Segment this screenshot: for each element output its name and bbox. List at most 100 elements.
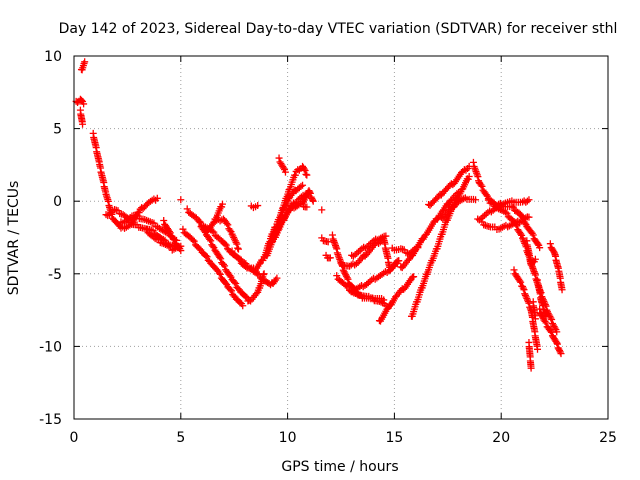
- x-tick-label: 15: [385, 430, 403, 446]
- data-point: [207, 237, 215, 245]
- x-tick-label: 0: [70, 430, 79, 446]
- data-point: [153, 194, 161, 202]
- data-point: [546, 240, 554, 248]
- series-c: [76, 106, 87, 128]
- data-point: [517, 278, 525, 286]
- data-point: [522, 293, 530, 301]
- data-point: [318, 206, 326, 214]
- data-point: [166, 229, 174, 237]
- y-tick-label: 10: [44, 49, 62, 65]
- data-point: [306, 189, 314, 197]
- data-point: [309, 196, 317, 204]
- data-point: [301, 167, 309, 175]
- data-point: [534, 345, 542, 353]
- data-point: [542, 312, 550, 320]
- series-x2: [318, 234, 332, 246]
- data-point: [517, 230, 525, 238]
- data-point: [557, 350, 565, 358]
- data-point: [223, 219, 231, 227]
- data-point: [342, 272, 350, 280]
- data-point: [195, 217, 203, 225]
- series-nn: [484, 196, 533, 209]
- data-point: [509, 203, 517, 211]
- data-point: [228, 230, 236, 238]
- y-tick-label: 5: [53, 122, 62, 138]
- data-point: [287, 205, 295, 213]
- data-point: [221, 262, 229, 270]
- data-point: [525, 299, 533, 307]
- data-point: [523, 294, 531, 302]
- x-tick-label: 10: [279, 430, 297, 446]
- data-point: [548, 316, 556, 324]
- data-point: [279, 209, 287, 217]
- series-i: [177, 196, 185, 204]
- series-tt: [546, 240, 566, 294]
- data-point: [410, 273, 418, 281]
- data-point: [521, 291, 529, 299]
- data-point: [326, 254, 334, 262]
- grid-lines: [74, 56, 608, 419]
- x-axis-label: GPS time / hours: [281, 459, 398, 475]
- data-point: [521, 290, 529, 298]
- data-point: [79, 120, 87, 128]
- chart-title: Day 142 of 2023, Sidereal Day-to-day VTE…: [59, 21, 618, 37]
- data-point: [524, 296, 532, 304]
- data-point: [382, 232, 390, 240]
- data-point: [234, 244, 242, 252]
- data-point: [546, 327, 554, 335]
- data-point: [135, 209, 143, 217]
- data-point: [165, 227, 173, 235]
- data-point: [375, 297, 383, 305]
- data-point: [343, 274, 351, 282]
- data-point: [234, 245, 242, 253]
- data-point: [232, 238, 240, 246]
- data-point: [259, 257, 267, 265]
- series-t: [273, 181, 307, 230]
- data-point: [343, 282, 351, 290]
- data-point: [226, 272, 234, 280]
- data-point: [255, 271, 263, 279]
- data-point: [226, 226, 234, 234]
- data-point: [224, 221, 232, 229]
- data-point: [510, 266, 518, 274]
- data-point: [206, 235, 214, 243]
- data-point: [297, 182, 305, 190]
- series-m: [202, 215, 242, 253]
- data-point: [523, 197, 531, 205]
- data-point: [291, 171, 299, 179]
- data-point: [222, 279, 230, 287]
- data-point: [520, 286, 528, 294]
- data-point: [160, 216, 168, 224]
- data-point: [231, 237, 239, 245]
- data-point: [299, 181, 307, 189]
- data-points: [72, 58, 566, 372]
- series-k: [183, 205, 268, 305]
- data-point: [300, 165, 308, 173]
- series-qq: [529, 298, 539, 323]
- data-point: [241, 292, 249, 300]
- data-point: [179, 225, 187, 233]
- data-point: [195, 245, 203, 253]
- data-point: [143, 225, 151, 233]
- data-point: [231, 278, 239, 286]
- data-point: [333, 272, 341, 280]
- data-point: [273, 274, 281, 282]
- series-mm: [478, 213, 533, 233]
- data-point: [252, 290, 260, 298]
- data-point: [519, 283, 527, 291]
- x-tick-label: 20: [492, 430, 510, 446]
- data-point: [503, 209, 511, 217]
- data-point: [344, 283, 352, 291]
- data-point: [275, 154, 283, 162]
- data-point: [525, 213, 533, 221]
- data-point: [77, 96, 85, 104]
- series-u: [275, 154, 289, 176]
- series-jj: [437, 194, 480, 222]
- data-point: [209, 242, 217, 250]
- data-point: [229, 232, 237, 240]
- data-point: [295, 201, 303, 209]
- series-y2: [322, 251, 334, 262]
- data-point: [177, 196, 185, 204]
- data-point: [534, 240, 542, 248]
- data-point: [556, 347, 564, 355]
